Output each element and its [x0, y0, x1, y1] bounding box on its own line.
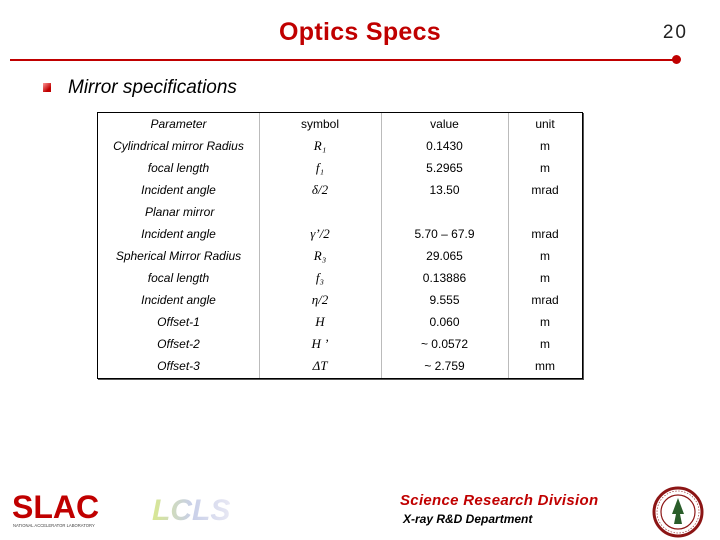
- table-row: Incident angle η/2 9.555 mrad: [98, 289, 582, 311]
- col-header-value: value: [430, 117, 459, 131]
- section-label-planar-mirror: Planar mirror: [145, 205, 215, 219]
- symbol-cell: R₁: [313, 138, 327, 153]
- table-row: Cylindrical mirror Radius R₁ 0.1430 m: [98, 135, 582, 157]
- value-cell: 13.50: [429, 183, 460, 197]
- stanford-seal-icon: [652, 486, 704, 538]
- param-cell: Incident angle: [141, 183, 216, 197]
- param-cell: focal length: [147, 271, 210, 285]
- symbol-cell: H ’: [311, 336, 329, 351]
- table-row: Incident angle γ’/2 5.70 – 67.9 mrad: [98, 223, 582, 245]
- grid-line: [381, 113, 382, 378]
- table-row: Offset-2 H ’ ~ 0.0572 m: [98, 333, 582, 355]
- value-cell: ~ 0.0572: [420, 337, 469, 351]
- page-title: Optics Specs: [279, 18, 441, 46]
- param-cell: Incident angle: [141, 293, 216, 307]
- symbol-cell: f₃: [315, 270, 325, 285]
- unit-cell: m: [540, 337, 550, 351]
- lcls-logo: LCLS: [152, 494, 230, 527]
- param-cell: Spherical Mirror Radius: [115, 249, 242, 263]
- unit-cell: m: [540, 315, 550, 329]
- table-row: focal length f₃ 0.13886 m: [98, 267, 582, 289]
- col-header-unit: unit: [535, 117, 555, 131]
- table-row: Incident angle δ/2 13.50 mrad: [98, 179, 582, 201]
- unit-cell: mm: [535, 359, 555, 373]
- page-number: 20: [662, 22, 688, 43]
- param-cell: focal length: [147, 161, 210, 175]
- value-cell: 5.2965: [426, 161, 463, 175]
- table-section-row: Planar mirror: [98, 201, 582, 223]
- slac-logo: SLAC NATIONAL ACCELERATOR LABORATORY: [12, 489, 99, 528]
- division-name: Science Research Division: [400, 492, 599, 509]
- value-cell: 0.060: [429, 315, 460, 329]
- unit-cell: m: [540, 249, 550, 263]
- param-cell: Incident angle: [141, 227, 216, 241]
- symbol-cell: H: [315, 314, 325, 329]
- value-cell: 0.1430: [426, 139, 463, 153]
- value-cell: ~ 2.759: [424, 359, 465, 373]
- table-row: focal length f₁ 5.2965 m: [98, 157, 582, 179]
- symbol-cell: δ/2: [311, 182, 329, 197]
- bullet-icon: [43, 83, 51, 92]
- value-cell: 9.555: [429, 293, 460, 307]
- param-cell: Cylindrical mirror Radius: [113, 139, 244, 153]
- value-cell: 5.70 – 67.9: [414, 227, 475, 241]
- section-heading: Mirror specifications: [68, 77, 237, 98]
- symbol-cell: ΔT: [312, 358, 328, 373]
- title-rule: [10, 59, 676, 61]
- unit-cell: mrad: [531, 183, 559, 197]
- slac-logo-subtext: NATIONAL ACCELERATOR LABORATORY: [13, 523, 95, 528]
- table-row: Offset-3 ΔT ~ 2.759 mm: [98, 355, 582, 377]
- department-name: X-ray R&D Department: [403, 512, 533, 526]
- title-rule-dot: [672, 55, 681, 64]
- unit-cell: mrad: [531, 293, 559, 307]
- slac-logo-text: SLAC: [12, 489, 99, 525]
- value-cell: 29.065: [426, 249, 463, 263]
- table-row: Offset-1 H 0.060 m: [98, 311, 582, 333]
- table-row: Spherical Mirror Radius R₃ 29.065 m: [98, 245, 582, 267]
- param-cell: Offset-3: [157, 359, 200, 373]
- col-header-symbol: symbol: [300, 117, 339, 131]
- specs-table: Parameter symbol value unit Cylindrical …: [97, 112, 583, 379]
- unit-cell: m: [540, 139, 550, 153]
- symbol-cell: η/2: [311, 292, 329, 307]
- unit-cell: m: [540, 161, 550, 175]
- param-cell: Offset-2: [157, 337, 200, 351]
- lcls-logo-text: LCLS: [152, 494, 230, 527]
- unit-cell: m: [540, 271, 550, 285]
- grid-line: [259, 113, 260, 223]
- value-cell: 0.13886: [422, 271, 467, 285]
- grid-line: [259, 223, 260, 378]
- symbol-cell: γ’/2: [310, 226, 330, 241]
- unit-cell: mrad: [531, 227, 559, 241]
- symbol-cell: f₁: [315, 160, 325, 175]
- param-cell: Offset-1: [157, 315, 200, 329]
- col-header-parameter: Parameter: [150, 117, 207, 131]
- symbol-cell: R₃: [313, 248, 327, 263]
- table-header-row: Parameter symbol value unit: [98, 113, 582, 135]
- grid-line: [508, 113, 509, 378]
